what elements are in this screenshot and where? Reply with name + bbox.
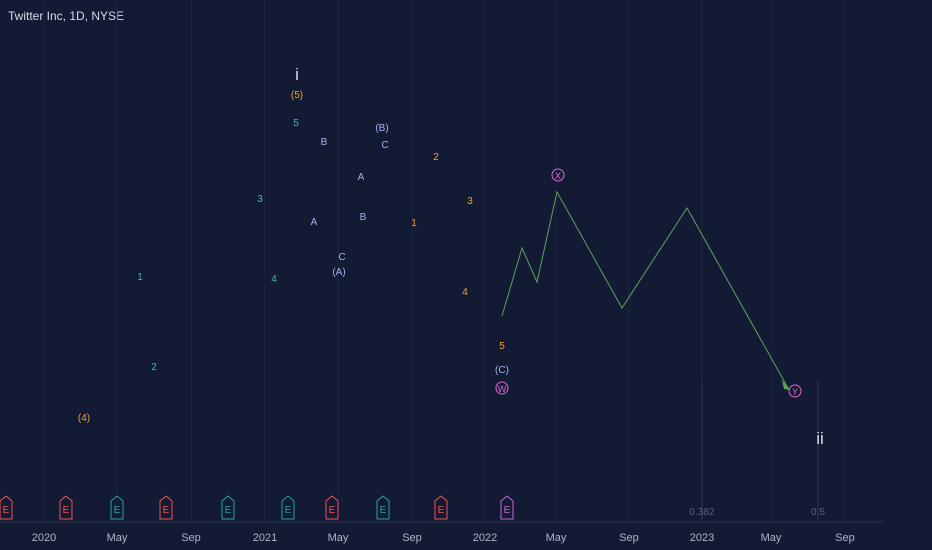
earnings-marker[interactable] xyxy=(0,495,13,520)
wave-label-green: 1 xyxy=(137,272,143,283)
wave-label-purple: A xyxy=(311,217,318,228)
wave-label-orange: (5) xyxy=(291,90,303,101)
time-tick-label: 2020 xyxy=(32,532,56,544)
earnings-marker[interactable] xyxy=(325,495,339,520)
time-tick-label: May xyxy=(761,532,782,544)
wave-label-purple: (B) xyxy=(375,123,388,134)
fib-time-label: 0.5 xyxy=(811,507,825,518)
wave-label-purple: A xyxy=(358,172,365,183)
wave-label-purple: B xyxy=(360,212,367,223)
projection-path xyxy=(501,190,789,389)
wave-label-green: 2 xyxy=(151,362,157,373)
time-tick-label: Sep xyxy=(835,532,855,544)
earnings-marker-label: E xyxy=(504,505,511,516)
wave-label-circled: X xyxy=(555,171,561,181)
earnings-marker[interactable] xyxy=(434,495,448,520)
wave-label-orange: 5 xyxy=(499,341,505,352)
wave-circle xyxy=(551,168,565,182)
wave-label-primary: i xyxy=(295,65,299,84)
wave-label-orange: 2 xyxy=(433,152,439,163)
projection-arrowhead xyxy=(782,380,790,390)
wave-label-green: 4 xyxy=(271,274,277,285)
fib-time-label: 0.382 xyxy=(689,507,714,518)
time-tick-label: May xyxy=(107,532,128,544)
time-tick-label: May xyxy=(328,532,349,544)
wave-label-circled: Y xyxy=(792,387,798,397)
wave-label-orange: 3 xyxy=(467,196,473,207)
wave-label-circled: W xyxy=(498,384,507,394)
time-tick-label: Sep xyxy=(619,532,639,544)
wave-label-purple: C xyxy=(381,140,388,151)
earnings-marker[interactable] xyxy=(110,495,124,520)
earnings-marker[interactable] xyxy=(159,495,173,520)
wave-label-purple: C xyxy=(338,252,345,263)
wave-label-purple: (A) xyxy=(332,267,345,278)
earnings-marker-label: E xyxy=(380,505,387,516)
wave-label-purple: B xyxy=(321,137,328,148)
time-tick-label: 2022 xyxy=(473,532,497,544)
wave-label-orange: (4) xyxy=(78,413,90,424)
wave-label-purple: (C) xyxy=(495,365,509,376)
wave-circle xyxy=(788,384,802,398)
wave-circle xyxy=(495,381,509,395)
earnings-marker-label: E xyxy=(438,505,445,516)
earnings-marker[interactable] xyxy=(500,495,514,520)
wave-label-green: 5 xyxy=(293,118,299,129)
earnings-marker[interactable] xyxy=(281,495,295,520)
earnings-marker-label: E xyxy=(329,505,336,516)
earnings-marker-label: E xyxy=(225,505,232,516)
time-tick-label: 2023 xyxy=(690,532,714,544)
time-tick-label: Sep xyxy=(181,532,201,544)
earnings-marker-label: E xyxy=(114,505,121,516)
earnings-marker[interactable] xyxy=(59,495,73,520)
earnings-marker-label: E xyxy=(163,505,170,516)
earnings-marker-label: E xyxy=(3,505,10,516)
wave-label-primary: ii xyxy=(816,429,824,448)
symbol-title: Twitter Inc, 1D, NYSE xyxy=(8,9,125,23)
earnings-marker[interactable] xyxy=(376,495,390,520)
time-tick-label: Sep xyxy=(402,532,422,544)
earnings-marker[interactable] xyxy=(221,495,235,520)
earnings-marker-label: E xyxy=(285,505,292,516)
time-tick-label: 2021 xyxy=(253,532,277,544)
time-tick-label: May xyxy=(546,532,567,544)
wave-label-orange: 1 xyxy=(411,218,417,229)
wave-label-green: 3 xyxy=(257,194,263,205)
earnings-marker-label: E xyxy=(63,505,70,516)
wave-label-orange: 4 xyxy=(462,287,468,298)
